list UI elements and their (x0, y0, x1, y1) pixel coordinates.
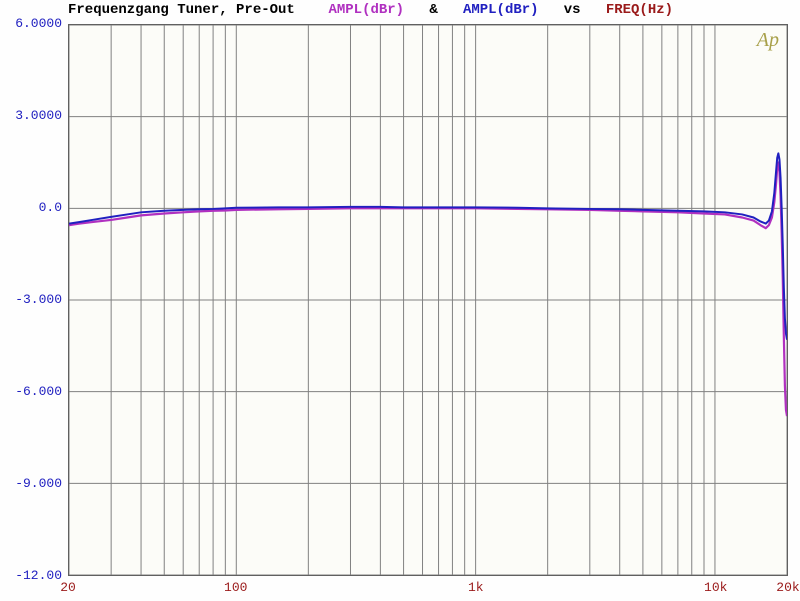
title-series2: AMPL(dBr) (463, 2, 539, 18)
title-vs: vs (564, 2, 581, 18)
title-series1: AMPL(dBr) (328, 2, 404, 18)
title-amp: & (429, 2, 437, 18)
y-tick-label: 6.0000 (2, 16, 62, 31)
plot-area: Ap (68, 24, 788, 576)
series-AMPL1 (69, 163, 787, 417)
y-tick-label: -9.000 (2, 476, 62, 491)
y-tick-label: 3.0000 (2, 108, 62, 123)
y-tick-label: -12.00 (2, 568, 62, 583)
chart-title-row: Frequenzgang Tuner, Pre-Out AMPL(dBr) & … (68, 2, 673, 18)
title-main: Frequenzgang Tuner, Pre-Out (68, 2, 295, 18)
x-tick-label: 100 (224, 580, 247, 595)
x-tick-label: 20 (60, 580, 76, 595)
title-xaxis: FREQ(Hz) (606, 2, 673, 18)
x-tick-label: 1k (468, 580, 484, 595)
data-layer (69, 25, 787, 575)
x-tick-label: 20k (776, 580, 799, 595)
x-tick-label: 10k (704, 580, 727, 595)
y-tick-label: -6.000 (2, 384, 62, 399)
y-tick-label: -3.000 (2, 292, 62, 307)
series-AMPL2 (69, 153, 787, 339)
y-tick-label: 0.0 (2, 200, 62, 215)
chart-container: Frequenzgang Tuner, Pre-Out AMPL(dBr) & … (0, 0, 800, 601)
